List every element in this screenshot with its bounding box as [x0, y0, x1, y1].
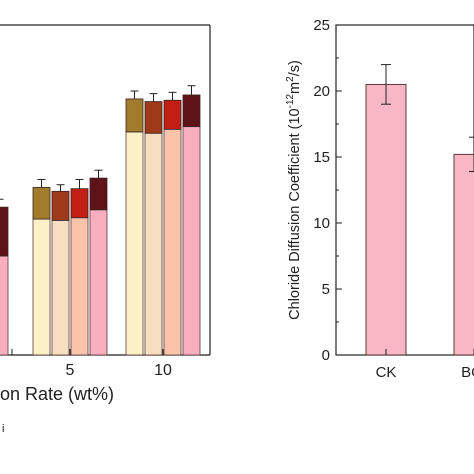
bar-cap — [32, 186, 51, 220]
bar — [365, 83, 407, 356]
bar-base — [0, 255, 9, 356]
left-x-ticks: 5 10 — [11, 349, 172, 379]
bar-base — [163, 128, 182, 356]
x-tick-label: 5 — [66, 362, 75, 379]
y-tick-label: 0 — [322, 347, 330, 364]
bar-base — [51, 219, 70, 356]
right-bars-layer — [365, 64, 474, 356]
bar-base — [32, 218, 51, 356]
bar-cap — [51, 190, 70, 221]
right-x-ticks: CK BC- — [376, 349, 474, 381]
bar-cap — [70, 188, 89, 219]
ylabel-sup: -12 — [285, 93, 296, 108]
bar-cap — [144, 101, 163, 134]
right-y-ticks: 0 5 10 15 20 25 — [313, 17, 342, 364]
left-bars-layer — [0, 85, 201, 356]
bar-base — [125, 131, 144, 356]
bar — [453, 153, 474, 356]
x-tick-label: CK — [376, 364, 397, 381]
bar-cap — [182, 94, 201, 128]
x-tick-label: 10 — [154, 362, 172, 379]
bar-base — [144, 132, 163, 356]
bar-cap — [89, 177, 108, 211]
ylabel-end: /s) — [287, 60, 303, 76]
bar-base — [182, 126, 201, 356]
bar-cap — [0, 206, 9, 257]
y-tick-label: 25 — [313, 17, 330, 34]
ylabel-mid: m — [287, 82, 303, 94]
bar-cap — [163, 99, 182, 130]
y-tick-label: 20 — [313, 83, 330, 100]
left-x-axis-label: on Rate (wt%) — [0, 384, 114, 404]
bar-base — [89, 209, 108, 356]
ylabel-main: Chloride Diffusion Coefficient (10 — [287, 108, 303, 319]
ylabel-sup2: 2 — [285, 76, 296, 82]
bar-base — [70, 217, 89, 356]
y-tick-label: 15 — [313, 149, 330, 166]
bar-cap — [125, 98, 144, 133]
left-bar-chart: 5 10 on Rate (wt%) i — [0, 24, 211, 435]
right-bar-chart: 0 5 10 15 20 25 CK BC- Chloride Diffusion Coef… — [285, 17, 474, 381]
left-footnote: i — [2, 423, 4, 435]
x-tick-label: BC- — [461, 364, 474, 381]
right-y-axis-label: Chloride Diffusion Coefficient (10-12m2/… — [285, 60, 303, 320]
y-tick-label: 10 — [313, 215, 330, 232]
y-tick-label: 5 — [322, 281, 330, 298]
